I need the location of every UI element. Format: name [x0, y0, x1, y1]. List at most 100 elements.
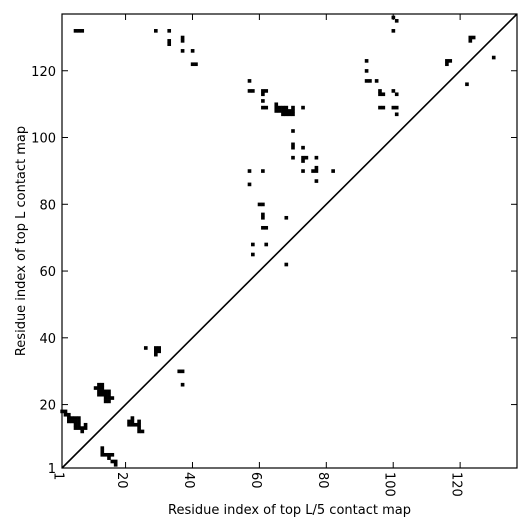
contact-point-upper-88 [445, 62, 449, 67]
contact-point-lower-30 [103, 392, 108, 397]
x-tick-label-20: 20 [114, 472, 129, 489]
contact-point-lower-7 [70, 419, 75, 424]
contact-point-upper-58 [251, 252, 255, 257]
contact-point-lower-38 [100, 446, 105, 450]
contact-point-upper-24 [261, 169, 265, 173]
contact-point-upper-16 [261, 89, 265, 93]
contact-point-lower-60 [154, 346, 158, 350]
contact-point-upper-68 [364, 59, 369, 63]
contact-point-upper-3 [154, 29, 158, 33]
contact-point-upper-47 [301, 155, 305, 160]
contact-point-upper-93 [491, 55, 496, 60]
contact-point-lower-19 [83, 426, 88, 430]
contact-point-upper-71 [368, 79, 372, 83]
contact-point-lower-56 [137, 426, 141, 430]
contact-point-upper-86 [445, 59, 449, 63]
contact-point-upper-76 [378, 105, 382, 110]
contact-point-upper-8 [180, 39, 185, 43]
contact-point-upper-1 [77, 29, 81, 33]
contact-point-upper-56 [331, 169, 335, 173]
contact-point-lower-53 [133, 422, 138, 427]
contact-point-lower-49 [127, 422, 131, 427]
contact-point-upper-36 [287, 109, 292, 113]
contact-point-lower-40 [100, 452, 105, 457]
contact-point-upper-79 [394, 92, 399, 97]
x-tick-label-100: 100 [382, 472, 397, 497]
contact-point-lower-33 [107, 389, 111, 394]
contact-point-lower-18 [83, 422, 88, 427]
contact-point-lower-5 [67, 419, 71, 424]
x-tick-label-120: 120 [449, 472, 464, 497]
contact-point-lower-57 [137, 429, 141, 434]
contact-point-upper-52 [314, 165, 319, 170]
contact-point-lower-63 [157, 346, 161, 350]
contact-point-lower-55 [137, 422, 141, 427]
contact-point-upper-20 [264, 89, 269, 93]
contact-point-lower-23 [97, 389, 101, 394]
contact-point-lower-37 [110, 396, 115, 400]
contact-point-lower-13 [77, 419, 81, 424]
contact-point-upper-50 [304, 155, 309, 160]
contact-point-upper-19 [261, 105, 265, 110]
contact-point-upper-5 [167, 39, 172, 43]
plot-frame [61, 13, 518, 469]
contact-point-upper-51 [314, 155, 319, 160]
contact-point-upper-38 [291, 105, 295, 110]
y-tick-label-1: 1 [48, 462, 56, 477]
contact-point-upper-17 [261, 92, 265, 97]
contact-point-upper-70 [364, 79, 369, 83]
x-tick-label-60: 60 [248, 472, 263, 489]
contact-point-lower-59 [143, 346, 148, 350]
contact-point-upper-72 [374, 79, 379, 83]
contact-point-upper-42 [291, 129, 295, 133]
contact-point-upper-75 [381, 92, 386, 97]
contact-point-lower-52 [130, 422, 135, 427]
contact-points [60, 15, 496, 467]
contact-point-upper-10 [190, 49, 195, 53]
contact-point-lower-41 [103, 452, 108, 457]
contact-point-lower-14 [77, 422, 81, 427]
contact-point-lower-43 [107, 456, 111, 460]
contact-point-lower-58 [140, 429, 145, 434]
contact-point-upper-23 [247, 182, 252, 187]
contact-point-upper-53 [314, 169, 319, 173]
contact-point-lower-16 [80, 426, 85, 430]
contact-point-upper-4 [167, 29, 172, 33]
contact-point-upper-0 [73, 29, 78, 33]
contact-point-upper-78 [391, 89, 396, 93]
contact-point-lower-1 [63, 409, 68, 414]
contact-point-upper-48 [301, 159, 305, 163]
contact-point-lower-31 [103, 396, 108, 400]
contact-point-lower-21 [97, 382, 101, 387]
contact-point-upper-49 [301, 169, 305, 173]
contact-point-upper-80 [391, 105, 396, 110]
contact-point-upper-21 [264, 105, 269, 110]
contact-point-lower-50 [130, 416, 135, 420]
contact-point-lower-11 [73, 426, 78, 430]
contact-point-upper-62 [261, 215, 265, 220]
contact-point-upper-69 [364, 69, 369, 73]
contact-point-upper-87 [448, 59, 453, 63]
contact-point-upper-2 [80, 29, 85, 33]
contact-point-upper-33 [284, 105, 289, 110]
contact-point-upper-74 [378, 92, 382, 97]
contact-point-upper-54 [311, 169, 315, 173]
contact-point-lower-44 [110, 452, 115, 457]
contact-point-upper-9 [180, 49, 185, 53]
contact-point-upper-67 [284, 262, 289, 267]
contact-point-lower-4 [67, 416, 71, 420]
contact-point-lower-26 [100, 386, 105, 390]
contact-point-upper-81 [394, 105, 399, 110]
contact-point-lower-3 [67, 412, 71, 417]
contact-point-upper-84 [394, 19, 399, 23]
contact-point-upper-46 [301, 145, 305, 150]
contact-point-lower-20 [93, 386, 98, 390]
contact-point-lower-36 [107, 399, 111, 404]
contact-point-upper-41 [301, 105, 305, 110]
contact-point-lower-8 [73, 416, 78, 420]
contact-point-lower-35 [107, 396, 111, 400]
contact-point-lower-65 [177, 369, 182, 374]
contact-point-upper-43 [291, 142, 295, 147]
